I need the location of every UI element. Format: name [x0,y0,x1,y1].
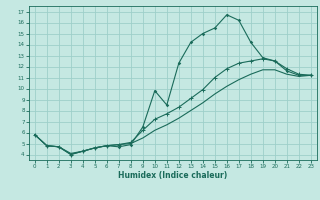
X-axis label: Humidex (Indice chaleur): Humidex (Indice chaleur) [118,171,228,180]
